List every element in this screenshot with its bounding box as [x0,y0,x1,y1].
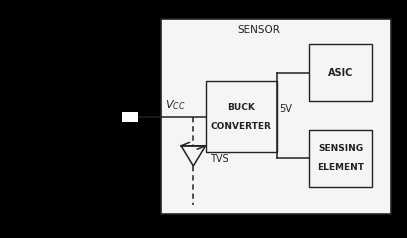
Text: ASIC: ASIC [328,68,354,78]
Text: $V_{CC}$: $V_{CC}$ [165,98,185,112]
Bar [161,19,391,214]
Text: TVS: TVS [210,154,228,164]
Text: BUCK: BUCK [227,103,255,112]
Text: SENSING: SENSING [318,144,363,153]
Bar [309,130,372,187]
Text: CONVERTER: CONVERTER [211,122,271,131]
Bar [122,112,138,122]
Bar [206,81,277,152]
Text: ELEMENT: ELEMENT [317,163,364,172]
Bar [309,44,372,101]
Text: 5V: 5V [279,104,292,114]
Text: SENSOR: SENSOR [237,25,280,35]
